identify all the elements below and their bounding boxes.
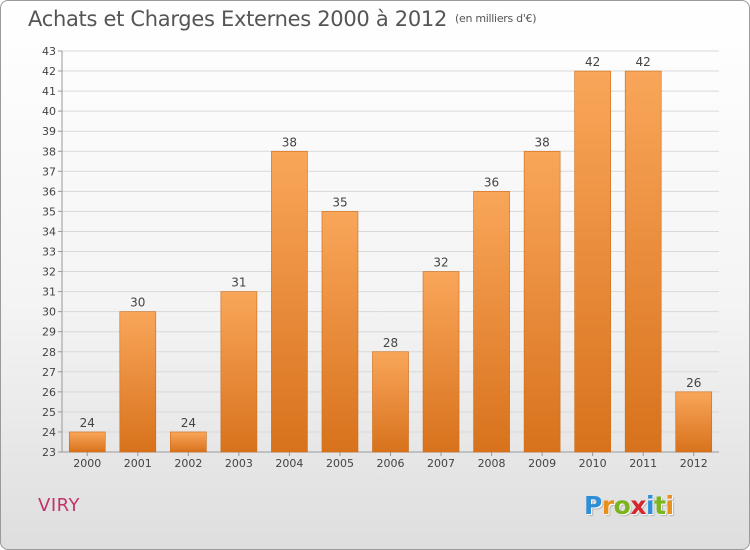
y-tick-label: 33 [42, 246, 56, 259]
data-label: 38 [534, 135, 549, 149]
y-tick-label: 28 [42, 346, 56, 359]
bar-2011 [624, 70, 662, 453]
data-label: 24 [181, 416, 196, 430]
x-tick-label: 2008 [478, 457, 506, 470]
x-tick-label: 2004 [275, 457, 303, 470]
location-label: VIRY [38, 495, 80, 516]
y-tick-label: 27 [42, 366, 56, 379]
x-tick-label: 2012 [680, 457, 708, 470]
y-tick-label: 35 [42, 205, 56, 218]
y-tick-label: 39 [42, 125, 56, 138]
y-tick-label: 42 [42, 65, 56, 78]
label-layer: 24 30 24 31 38 35 28 32 36 38 42 42 26 [80, 55, 702, 430]
proxiti-logo[interactable]: Proxiti [584, 491, 674, 520]
bar-2003 [220, 291, 258, 453]
bar-2002 [170, 431, 207, 453]
logo-letter: i [646, 491, 655, 520]
logo-letter: o [613, 491, 631, 520]
bar-2012 [675, 391, 713, 453]
data-label: 28 [383, 336, 398, 350]
logo-letter: t [654, 491, 666, 520]
data-label: 31 [231, 276, 246, 290]
bar-layer [68, 70, 713, 453]
y-tick-label: 40 [42, 105, 56, 118]
bar-2009 [523, 150, 561, 453]
data-label: 32 [433, 256, 448, 270]
logo-letter: i [665, 491, 675, 520]
data-label: 42 [636, 55, 651, 69]
bar-2004 [271, 150, 308, 453]
data-label: 35 [332, 195, 347, 209]
logo-letter: r [601, 491, 614, 520]
data-label: 30 [130, 296, 145, 310]
bar-2005 [321, 211, 359, 453]
y-tick-label: 32 [42, 266, 56, 279]
x-tick-label: 2001 [124, 457, 152, 470]
bar-2001 [119, 311, 157, 453]
y-tick-label: 37 [42, 165, 56, 178]
chart-title: Achats et Charges Externes 2000 à 2012 (e… [28, 7, 537, 31]
x-tick-label: 2005 [326, 457, 354, 470]
x-tick-label: 2003 [225, 457, 253, 470]
bar-2006 [372, 351, 409, 453]
y-tick-label: 30 [42, 306, 56, 319]
x-tick-label: 2007 [427, 457, 455, 470]
y-tick-label: 41 [42, 85, 56, 98]
y-tick-label: 31 [42, 286, 56, 299]
x-tick-label: 2009 [528, 457, 556, 470]
x-tick-label: 2011 [629, 457, 657, 470]
y-tick-label: 43 [42, 45, 56, 58]
x-tick-label: 2002 [174, 457, 202, 470]
data-label: 26 [686, 376, 701, 390]
chart-title-unit: (en milliers d'€) [455, 12, 537, 25]
logo-letter: x [630, 491, 646, 520]
y-tick-label: 38 [42, 145, 56, 158]
data-label: 24 [80, 416, 95, 430]
x-tick-label: 2010 [579, 457, 607, 470]
bar-2010 [574, 70, 611, 453]
bar-2008 [473, 191, 510, 453]
y-tick-label: 25 [42, 406, 56, 419]
y-tick-label: 26 [42, 386, 56, 399]
data-label: 36 [484, 175, 499, 189]
x-tick-label: 2000 [73, 457, 101, 470]
y-tick-label: 36 [42, 185, 56, 198]
bar-2007 [422, 271, 460, 453]
data-label: 38 [282, 135, 297, 149]
y-tick-label: 24 [42, 426, 56, 439]
y-tick-label: 34 [42, 225, 56, 238]
data-label: 42 [585, 55, 600, 69]
y-tick-label: 23 [42, 446, 56, 459]
bar-2000 [68, 431, 106, 453]
y-tick-label: 29 [42, 326, 56, 339]
logo-letter: P [584, 491, 602, 520]
x-tick-label: 2006 [377, 457, 405, 470]
chart-title-main: Achats et Charges Externes 2000 à 2012 [28, 7, 448, 31]
